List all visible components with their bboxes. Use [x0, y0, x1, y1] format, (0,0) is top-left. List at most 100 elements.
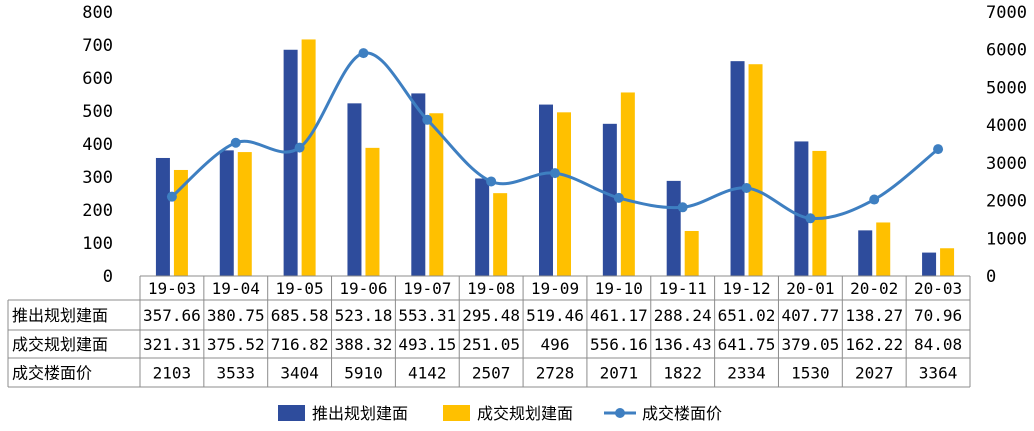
bar [173, 169, 188, 276]
table-cell: 3404 [280, 364, 319, 383]
table-cell: 5910 [344, 364, 383, 383]
left-axis-tick-label: 200 [82, 201, 113, 221]
right-axis-tick-label: 0 [986, 267, 996, 287]
legend-swatch [443, 405, 470, 421]
table-cell: 493.15 [398, 335, 456, 354]
data-table: 19-03 19-04 19-05 19-06 19-07 19-08 19-09 19-10… [7, 275, 971, 388]
table-cell: 136.43 [654, 335, 712, 354]
line-point [869, 194, 880, 205]
table-cell: 2507 [472, 364, 511, 383]
category-label: 19-09 [531, 279, 579, 298]
table-cell: 138.27 [845, 306, 903, 325]
left-axis-tick-label: 0 [103, 267, 113, 287]
category-label: 19-11 [659, 279, 707, 298]
bar [730, 61, 745, 277]
line-point [741, 182, 752, 193]
table-cell: 288.24 [654, 306, 712, 325]
left-axis-tick-label: 500 [82, 102, 113, 122]
left-axis-tick-label: 800 [82, 3, 113, 23]
category-label: 19-12 [722, 279, 770, 298]
category-label: 19-10 [595, 279, 643, 298]
line-point [230, 137, 241, 148]
right-axis-tick-label: 2000 [986, 192, 1027, 212]
table-cell: 70.96 [914, 306, 962, 325]
category-label: 19-06 [339, 279, 387, 298]
table-cell: 2071 [600, 364, 639, 383]
bar [557, 112, 571, 276]
table-cell: 685.58 [271, 306, 329, 325]
table-cell: 2334 [727, 364, 766, 383]
category-label: 19-05 [276, 279, 324, 298]
line-point [294, 142, 305, 153]
table-cell: 3364 [919, 364, 958, 383]
table-cell: 2103 [153, 364, 192, 383]
bar [429, 113, 444, 276]
category-label: 19-03 [148, 279, 196, 298]
table-cell: 496 [541, 335, 570, 354]
category-label: 20-02 [850, 279, 898, 298]
bar [858, 230, 873, 276]
bar [812, 150, 827, 276]
left-axis-tick-label: 100 [82, 234, 113, 254]
bar [922, 252, 937, 276]
table-cell: 357.66 [143, 306, 201, 325]
right-axis-tick-label: 7000 [986, 3, 1027, 23]
table-cell: 407.77 [781, 306, 839, 325]
line-point [613, 192, 624, 203]
category-label: 20-03 [914, 279, 962, 298]
bar [602, 123, 617, 276]
legend-label: 成交规划建面 [477, 404, 573, 423]
table-cell: 716.82 [271, 335, 329, 354]
table-cell: 251.05 [462, 335, 520, 354]
right-axis-tick-label: 3000 [986, 154, 1027, 174]
right-axis-tick-label: 1000 [986, 229, 1027, 249]
category-label: 20-01 [786, 279, 834, 298]
line-point [933, 144, 944, 155]
table-row-label: 推出规划建面 [12, 306, 108, 325]
left-axis-tick-label: 300 [82, 168, 113, 188]
line-point [486, 176, 497, 187]
right-y-axis: 0 1000 2000 3000 4000 5000 6000 7000 [986, 3, 1027, 287]
table-cell: 379.05 [781, 335, 839, 354]
bar [283, 49, 298, 276]
legend: 推出规划建面 成交规划建面 成交楼面价 [278, 404, 722, 423]
table-cell: 3533 [217, 364, 256, 383]
bar [475, 178, 490, 276]
right-axis-tick-label: 4000 [986, 116, 1027, 136]
table-cell: 1822 [663, 364, 702, 383]
table-cell: 321.31 [143, 335, 201, 354]
table-cell: 388.32 [335, 335, 393, 354]
legend-label: 推出规划建面 [312, 404, 408, 423]
bar [219, 150, 234, 276]
table-row-label: 成交规划建面 [12, 335, 108, 354]
table-row-label: 成交楼面价 [12, 364, 92, 383]
category-label: 19-08 [467, 279, 515, 298]
line-point [677, 202, 688, 213]
bar [493, 193, 508, 276]
left-axis-tick-label: 400 [82, 135, 113, 155]
line-point [422, 114, 433, 125]
table-cell: 1530 [791, 364, 830, 383]
bar [539, 104, 553, 276]
table-cell: 375.52 [207, 335, 265, 354]
table-cell: 295.48 [462, 306, 520, 325]
bar [940, 248, 955, 276]
table-cell: 556.16 [590, 335, 648, 354]
bar [876, 222, 891, 276]
table-cell: 84.08 [914, 335, 962, 354]
right-axis-tick-label: 5000 [986, 78, 1027, 98]
left-y-axis: 0 100 200 300 400 500 600 700 800 [82, 3, 113, 287]
bar [666, 180, 681, 276]
category-label: 19-07 [403, 279, 451, 298]
table-cell: 553.31 [398, 306, 456, 325]
category-label: 19-04 [212, 279, 260, 298]
legend-label: 成交楼面价 [642, 404, 722, 423]
bar [620, 92, 635, 277]
line-point [358, 48, 369, 59]
legend-swatch [278, 405, 305, 421]
table-cell: 461.17 [590, 306, 648, 325]
table-cell: 2728 [536, 364, 575, 383]
line-point [805, 213, 816, 224]
table-cell: 380.75 [207, 306, 265, 325]
